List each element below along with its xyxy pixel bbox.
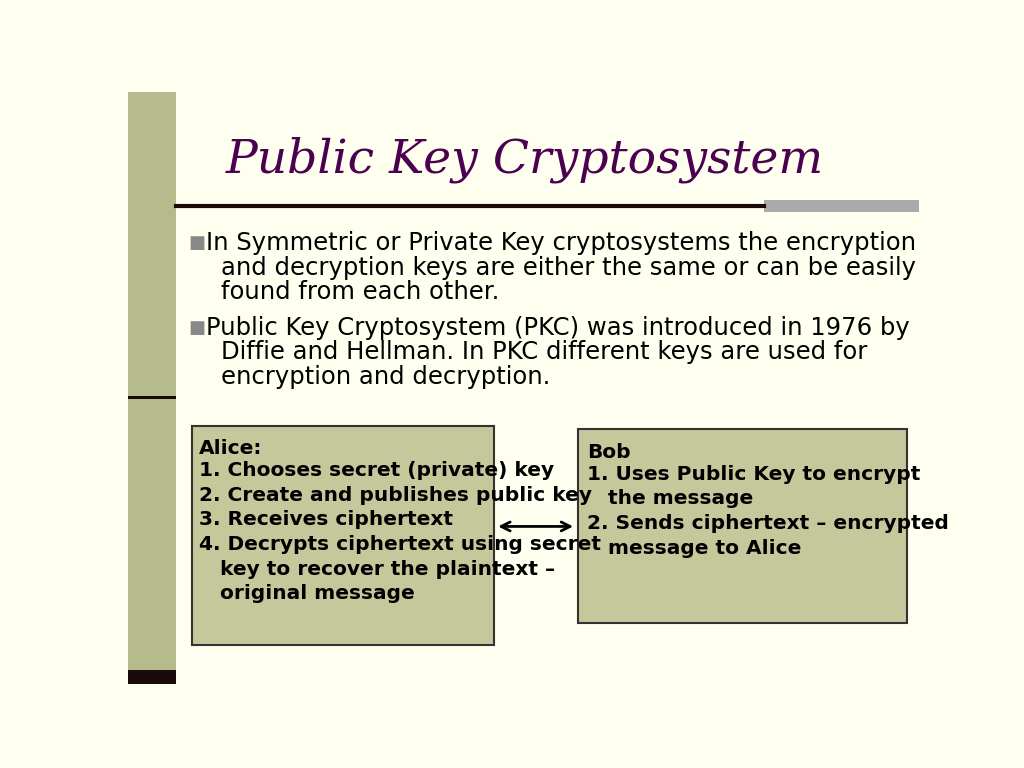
Text: Bob: Bob — [587, 443, 631, 462]
Text: 4. Decrypts ciphertext using secret: 4. Decrypts ciphertext using secret — [200, 535, 601, 554]
Bar — [128, 396, 176, 399]
Text: encryption and decryption.: encryption and decryption. — [221, 365, 550, 389]
Text: ■: ■ — [188, 234, 206, 252]
Text: 3. Receives ciphertext: 3. Receives ciphertext — [200, 510, 454, 529]
Text: Public Key Cryptosystem (PKC) was introduced in 1976 by: Public Key Cryptosystem (PKC) was introd… — [206, 316, 909, 339]
Bar — [578, 429, 907, 624]
Text: the message: the message — [587, 489, 753, 508]
Text: 1. Uses Public Key to encrypt: 1. Uses Public Key to encrypt — [587, 465, 921, 484]
Text: Diffie and Hellman. In PKC different keys are used for: Diffie and Hellman. In PKC different key… — [221, 340, 867, 365]
Text: 2. Sends ciphertext – encrypted: 2. Sends ciphertext – encrypted — [587, 514, 948, 533]
Bar — [128, 92, 176, 684]
Text: Alice:: Alice: — [200, 439, 263, 458]
Text: Public Key Cryptosystem: Public Key Cryptosystem — [225, 137, 824, 184]
Text: message to Alice: message to Alice — [587, 539, 801, 558]
Bar — [191, 425, 494, 645]
Text: 1. Chooses secret (private) key: 1. Chooses secret (private) key — [200, 461, 554, 480]
Text: found from each other.: found from each other. — [221, 280, 500, 304]
Text: 2. Create and publishes public key: 2. Create and publishes public key — [200, 485, 592, 505]
Bar — [764, 200, 919, 212]
Text: key to recover the plaintext –: key to recover the plaintext – — [200, 560, 555, 578]
Bar — [128, 670, 176, 684]
Text: In Symmetric or Private Key cryptosystems the encryption: In Symmetric or Private Key cryptosystem… — [206, 231, 915, 255]
Text: ■: ■ — [188, 319, 206, 337]
Text: original message: original message — [200, 584, 415, 603]
Text: and decryption keys are either the same or can be easily: and decryption keys are either the same … — [221, 256, 916, 280]
